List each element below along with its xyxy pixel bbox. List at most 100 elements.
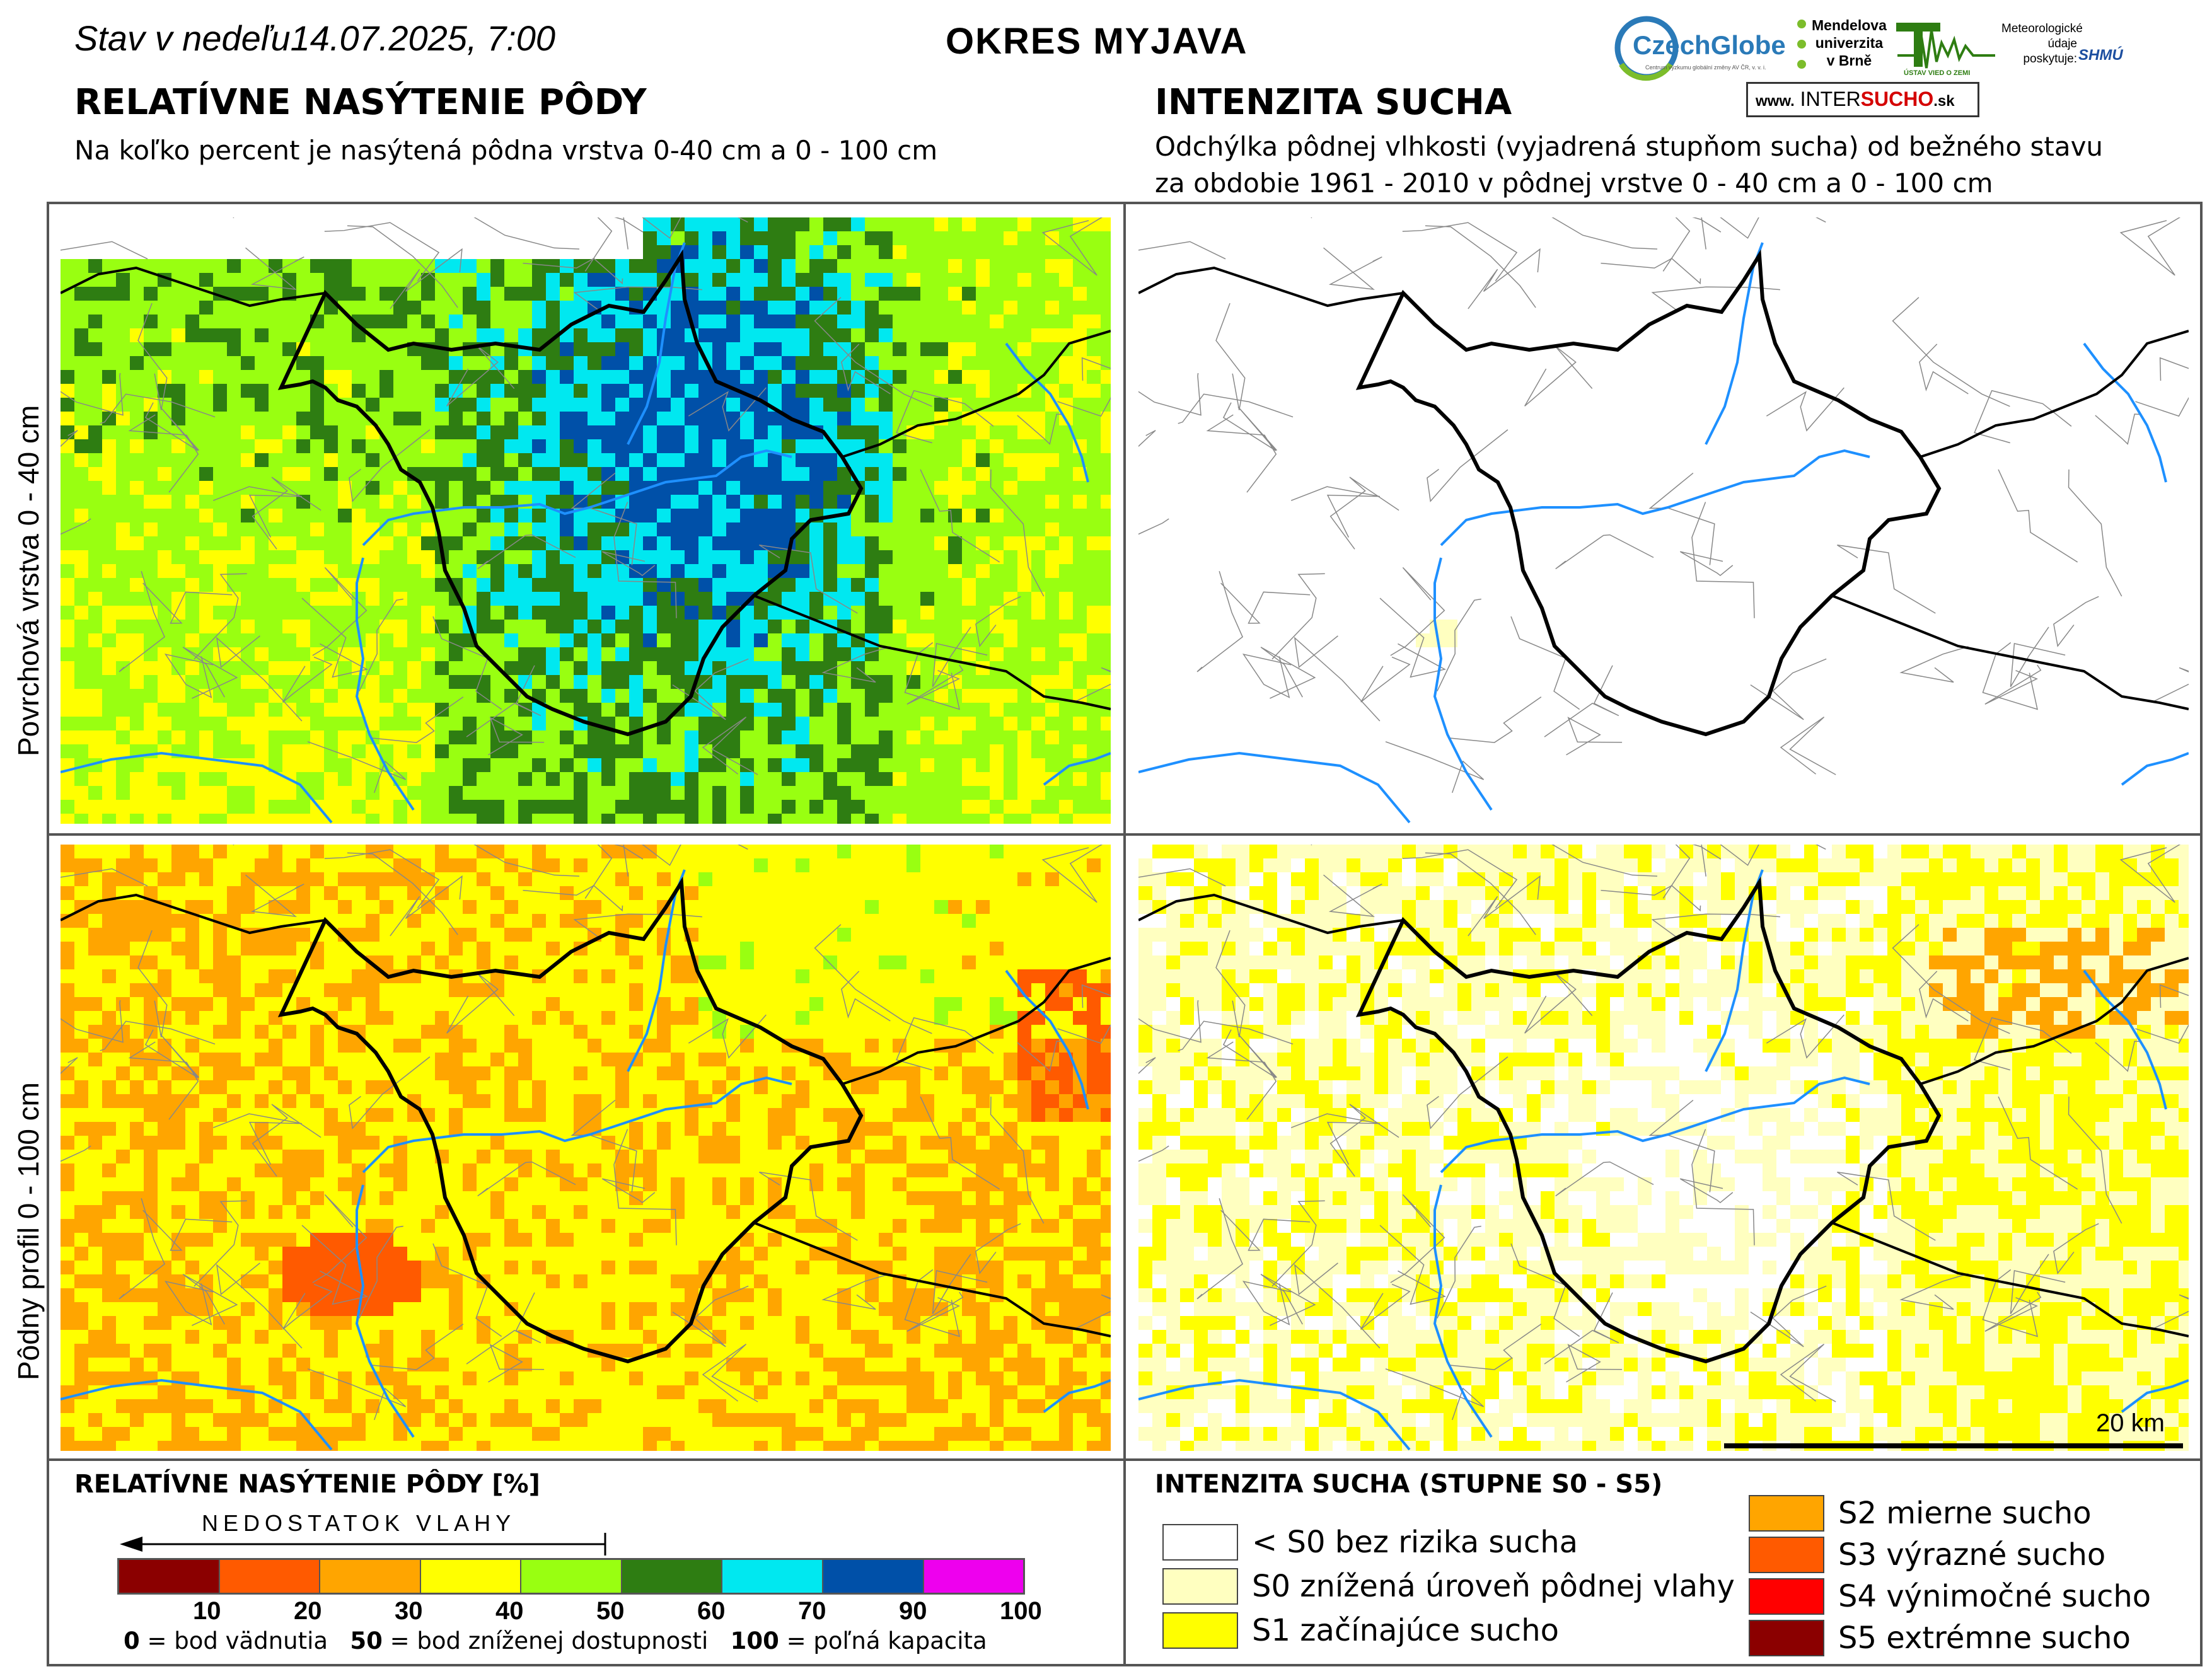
municipality-boundary: [1323, 247, 1382, 290]
district-boundary: [1355, 876, 1942, 1364]
municipality-boundary: [182, 1274, 238, 1326]
municipality-boundary: [1551, 845, 1658, 877]
drought-swatch: [1162, 1612, 1238, 1649]
municipality-boundary: [1555, 1161, 1654, 1197]
municipality-boundary: [2119, 217, 2181, 276]
municipality-boundary: [1566, 1344, 1623, 1383]
saturation-subtitle: Na koľko percent je nasýtená pôdna vrstv…: [74, 135, 938, 166]
uvz-text: ÚSTAV VIED O ZEMI: [1904, 69, 1971, 77]
municipality-boundary: [212, 486, 302, 538]
municipality-boundary: [1984, 664, 2042, 705]
municipality-boundary: [1138, 1145, 1169, 1162]
map-saturation-0-40[interactable]: [61, 217, 1111, 824]
map-saturation-0-100[interactable]: [61, 845, 1111, 1451]
municipality-boundary: [1691, 502, 1755, 618]
municipality-boundary: [932, 1254, 988, 1315]
municipality-boundary: [1780, 1343, 1836, 1402]
river: [1440, 449, 1870, 546]
municipality-boundary: [349, 429, 431, 502]
czechglobe-sub: Centrum výzkumu globální změny AV ČR, v.…: [1645, 64, 1766, 71]
region-boundary: [1920, 957, 2189, 1085]
municipality-boundary: [1017, 413, 1064, 445]
municipality-boundary: [2068, 1096, 2122, 1224]
municipality-boundary: [347, 225, 458, 308]
municipality-boundary: [359, 598, 403, 691]
municipality-boundary: [1220, 582, 1311, 624]
municipality-boundary: [1385, 1368, 1485, 1421]
drought-legend-item: < S0 bez rizika sucha: [1162, 1524, 1578, 1561]
saturation-bin: [520, 1560, 621, 1593]
municipality-boundary: [1329, 1104, 1399, 1177]
intersucho-link[interactable]: www. INTERSUCHO.sk: [1746, 82, 1979, 117]
municipality-boundary: [1178, 393, 1294, 424]
map-drought-0-40[interactable]: [1138, 217, 2189, 824]
note-50-value: 50: [350, 1627, 383, 1654]
drought-subtitle-2: za obdobie 1961 - 2010 v pôdnej vrstve 0…: [1155, 168, 1993, 199]
region-boundary: [61, 893, 326, 935]
drought-subtitle-1: Odchýlka pôdnej vlhkosti (vyjadrená stup…: [1155, 131, 2104, 162]
meteo-line-2: údaje: [2047, 37, 2078, 50]
municipality-boundary: [307, 1368, 407, 1421]
mendel-line-2: univerzita: [1815, 35, 1884, 51]
map-drought-0-100[interactable]: [1138, 845, 2189, 1451]
municipality-boundary: [370, 696, 464, 743]
municipality-boundary: [672, 1285, 749, 1348]
municipality-boundary: [137, 930, 168, 1037]
municipality-boundary: [1437, 598, 1481, 691]
municipality-boundary: [1138, 518, 1169, 535]
municipality-boundary: [906, 1291, 964, 1332]
saturation-bin: [922, 1560, 1024, 1593]
river: [1433, 557, 1493, 811]
municipality-boundary: [142, 582, 233, 624]
saturation-color-ramp: [117, 1558, 1025, 1595]
region-boundary: [1920, 330, 2189, 458]
municipality-boundary: [688, 387, 767, 432]
municipality-boundary: [1196, 1198, 1244, 1300]
municipality-boundary: [1701, 217, 1706, 250]
municipality-boundary: [932, 626, 988, 688]
drought-legend-label: S4 výnimočné sucho: [1838, 1579, 2151, 1614]
municipality-boundary: [1837, 1171, 1936, 1241]
drought-legend-label: S2 mierne sucho: [1838, 1496, 2092, 1531]
municipality-boundary: [2152, 667, 2189, 703]
municipality-boundary: [1679, 551, 1734, 577]
saturation-tick-label: 70: [798, 1597, 826, 1625]
municipality-boundary: [1427, 1056, 1508, 1129]
municipality-boundary: [370, 1324, 464, 1370]
saturation-tick-label: 10: [193, 1597, 221, 1625]
municipality-boundary: [2053, 596, 2099, 647]
municipality-boundary: [2135, 984, 2189, 1044]
municipality-boundary: [1242, 654, 1292, 698]
drought-swatch: [1749, 1620, 1824, 1656]
municipality-boundary: [488, 1344, 545, 1383]
municipality-boundary: [1215, 930, 1246, 1037]
municipality-boundary: [821, 646, 891, 683]
municipality-boundary: [990, 1096, 1045, 1224]
saturation-notes: 0 = bod vädnutia 50 = bod zníženej dostu…: [124, 1627, 987, 1654]
municipality-boundary: [164, 1281, 214, 1325]
municipality-boundary: [307, 741, 407, 794]
municipality-boundary: [623, 845, 628, 877]
municipality-boundary: [1178, 1020, 1294, 1051]
municipality-boundary: [1555, 534, 1654, 570]
municipality-boundary: [61, 868, 148, 887]
municipality-boundary: [1390, 567, 1445, 656]
meteo-line-1: Meteorologické: [2001, 22, 2083, 35]
municipality-boundary: [1679, 1178, 1734, 1204]
municipality-boundary: [212, 1113, 302, 1165]
municipality-boundary: [1260, 647, 1316, 699]
municipality-boundary: [1271, 1200, 1325, 1287]
municipality-boundary: [1242, 1281, 1292, 1325]
saturation-tick-label: 60: [697, 1597, 726, 1625]
municipality-boundary: [194, 573, 247, 660]
municipality-boundary: [347, 852, 458, 935]
drought-legend-item: S4 výnimočné sucho: [1749, 1578, 2151, 1615]
municipality-boundary: [1260, 1274, 1316, 1326]
meteo-line-3: poskytuje:: [2023, 52, 2077, 66]
municipality-boundary: [2119, 845, 2181, 903]
municipality-boundary: [1766, 387, 1844, 432]
municipality-boundary: [477, 1161, 576, 1197]
municipality-boundary: [245, 247, 304, 290]
municipality-boundary: [1750, 658, 1827, 720]
meteo-provider: Meteorologické údaje poskytuje: SHMÚ: [2001, 21, 2128, 84]
